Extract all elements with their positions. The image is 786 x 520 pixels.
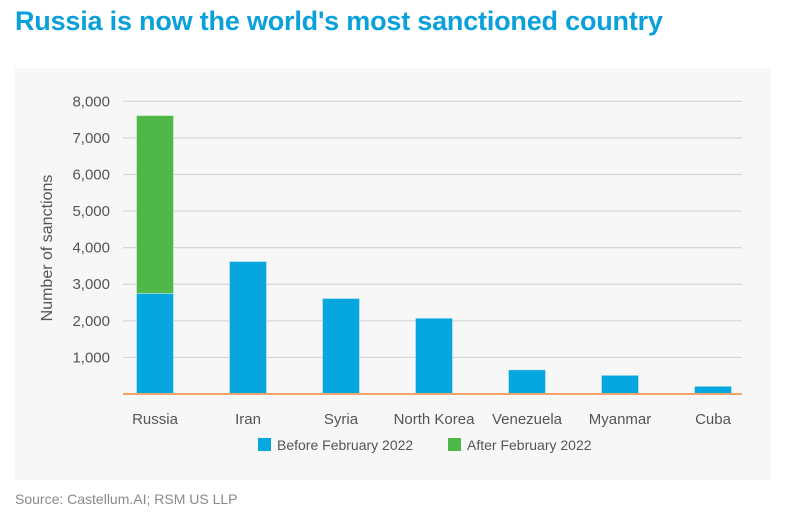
legend-label: After February 2022 [467,437,592,453]
bar [229,261,267,395]
legend-swatch [258,438,271,451]
bar [508,369,546,395]
x-tick-label: Iran [235,411,261,428]
y-tick-label: 3,000 [72,276,110,293]
bar [694,385,732,395]
bar [601,374,639,395]
source-note: Source: Castellum.AI; RSM US LLP [15,491,238,507]
chart-title: Russia is now the world's most sanctione… [15,6,663,36]
x-tick-label: Syria [324,411,359,428]
x-tick-label: North Korea [394,411,476,428]
x-tick-label: Venezuela [492,411,563,428]
y-tick-label: 2,000 [72,313,110,330]
bar [415,317,453,395]
y-tick-label: 7,000 [72,130,110,147]
x-tick-label: Russia [132,411,179,428]
legend-label: Before February 2022 [277,437,413,453]
legend-swatch [448,438,461,451]
y-tick-label: 1,000 [72,349,110,366]
y-tick-label: 4,000 [72,240,110,257]
y-tick-label: 8,000 [72,93,110,110]
y-axis-label: Number of sanctions [39,175,56,322]
x-tick-label: Cuba [695,411,732,428]
y-tick-label: 6,000 [72,166,110,183]
x-tick-label: Myanmar [589,411,652,428]
bar [136,292,174,395]
bar [136,115,174,294]
y-tick-label: 5,000 [72,203,110,220]
bar [322,298,360,395]
